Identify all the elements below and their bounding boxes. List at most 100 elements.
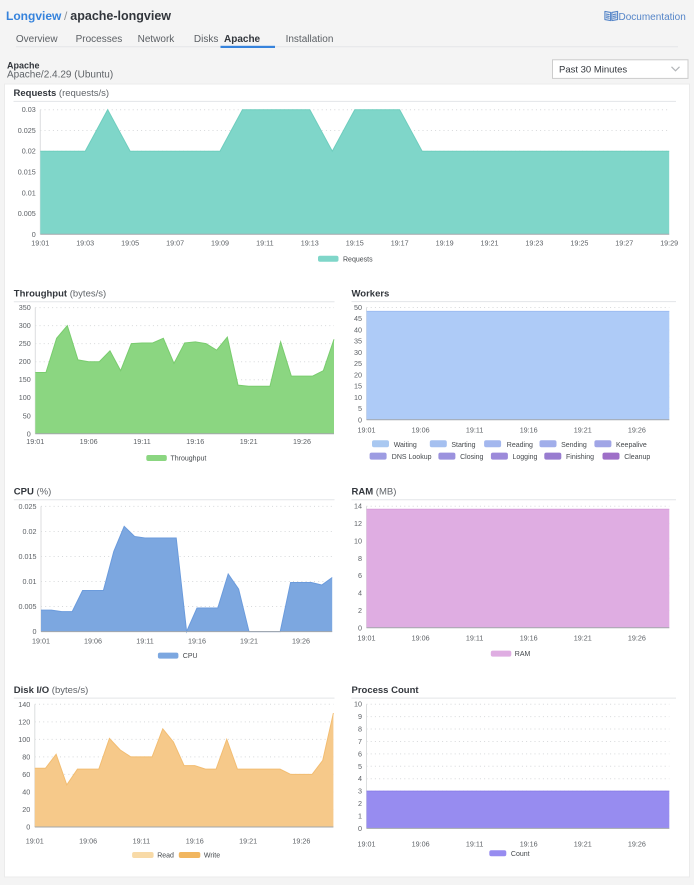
svg-text:60: 60 [22,770,30,779]
svg-text:Past 30 Minutes: Past 30 Minutes [559,65,627,76]
svg-text:19:13: 19:13 [301,238,319,247]
svg-text:Installation: Installation [286,34,334,45]
svg-text:19:21: 19:21 [574,425,592,434]
svg-text:3: 3 [358,787,362,796]
svg-text:Starting: Starting [451,442,475,449]
svg-text:40: 40 [22,787,30,796]
svg-text:Waiting: Waiting [394,442,417,449]
svg-text:2: 2 [358,799,362,808]
svg-text:19:06: 19:06 [412,839,430,848]
svg-text:20: 20 [354,370,362,379]
svg-text:19:01: 19:01 [358,839,376,848]
svg-text:19:21: 19:21 [240,637,258,646]
svg-text:19:11: 19:11 [133,437,150,446]
svg-text:19:21: 19:21 [574,839,592,848]
svg-text:Finishing: Finishing [566,454,594,461]
svg-text:19:21: 19:21 [239,837,257,846]
svg-text:120: 120 [18,717,30,726]
svg-text:100: 100 [18,735,30,744]
svg-text:19:06: 19:06 [412,634,430,643]
svg-text:19:21: 19:21 [574,634,592,643]
svg-text:2: 2 [358,606,362,615]
svg-text:19:26: 19:26 [292,837,310,846]
svg-text:19:05: 19:05 [121,238,139,247]
svg-text:19:19: 19:19 [436,238,454,247]
svg-text:19:11: 19:11 [466,425,483,434]
svg-text:80: 80 [22,752,30,761]
svg-text:10: 10 [354,393,362,402]
svg-text:19:11: 19:11 [256,238,273,247]
svg-text:0.025: 0.025 [19,502,37,511]
svg-text:Overview: Overview [16,34,58,45]
svg-text:35: 35 [354,337,362,346]
svg-text:150: 150 [19,375,31,384]
svg-text:Disk I/O (bytes/s): Disk I/O (bytes/s) [14,685,88,696]
svg-text:8: 8 [358,554,362,563]
svg-text:0.01: 0.01 [22,188,36,197]
svg-text:8: 8 [358,725,362,734]
svg-text:DNS Lookup: DNS Lookup [392,454,432,461]
svg-text:20: 20 [22,805,30,814]
svg-text:10: 10 [354,700,362,709]
svg-text:50: 50 [354,303,362,312]
svg-text:Sending: Sending [561,442,587,449]
svg-text:19:16: 19:16 [520,425,538,434]
svg-text:Requests (requests/s): Requests (requests/s) [14,88,110,99]
svg-text:19:09: 19:09 [211,238,229,247]
svg-text:19:01: 19:01 [358,425,376,434]
svg-text:19:26: 19:26 [628,839,646,848]
svg-text:Cleanup: Cleanup [624,454,650,461]
svg-text:0.015: 0.015 [18,168,36,177]
svg-text:4: 4 [358,774,362,783]
svg-text:19:01: 19:01 [358,634,376,643]
svg-text:5: 5 [358,404,362,413]
svg-text:Disks: Disks [194,34,218,45]
svg-text:19:16: 19:16 [520,839,538,848]
svg-text:6: 6 [358,571,362,580]
svg-text:Closing: Closing [460,454,483,461]
svg-text:Count: Count [511,851,530,858]
svg-text:0.025: 0.025 [18,126,36,135]
svg-text:19:11: 19:11 [466,634,483,643]
svg-text:/: / [64,9,68,23]
svg-text:19:06: 19:06 [84,637,102,646]
svg-text:0: 0 [26,823,30,832]
svg-text:0.02: 0.02 [22,147,36,156]
svg-text:Processes: Processes [76,34,123,45]
svg-text:19:21: 19:21 [481,238,499,247]
svg-text:25: 25 [354,359,362,368]
svg-text:19:11: 19:11 [133,837,150,846]
svg-text:19:17: 19:17 [391,238,409,247]
svg-text:19:06: 19:06 [80,437,98,446]
svg-text:0: 0 [358,623,362,632]
svg-text:Documentation: Documentation [619,12,686,23]
svg-text:19:29: 19:29 [660,238,678,247]
svg-text:RAM: RAM [515,651,531,658]
svg-text:14: 14 [354,502,362,511]
svg-text:apache-longview: apache-longview [70,9,171,23]
svg-text:Apache: Apache [7,61,40,71]
svg-text:0: 0 [27,429,31,438]
svg-text:Apache: Apache [224,34,261,45]
svg-text:250: 250 [19,339,31,348]
svg-text:9: 9 [358,712,362,721]
svg-text:19:01: 19:01 [26,437,44,446]
svg-text:19:26: 19:26 [293,437,311,446]
svg-text:19:25: 19:25 [570,238,588,247]
svg-text:Keepalive: Keepalive [616,442,647,449]
svg-text:19:07: 19:07 [166,238,184,247]
svg-text:19:26: 19:26 [628,634,646,643]
svg-text:19:01: 19:01 [32,637,50,646]
svg-text:45: 45 [354,314,362,323]
svg-text:0: 0 [32,230,36,239]
svg-text:0: 0 [358,415,362,424]
svg-text:Read: Read [157,853,174,860]
svg-text:7: 7 [358,737,362,746]
svg-text:19:16: 19:16 [186,437,204,446]
svg-text:0.03: 0.03 [22,105,36,114]
svg-text:30: 30 [354,348,362,357]
svg-text:200: 200 [19,357,31,366]
svg-text:19:06: 19:06 [412,425,430,434]
svg-text:Throughput (bytes/s): Throughput (bytes/s) [14,289,106,300]
svg-text:40: 40 [354,326,362,335]
